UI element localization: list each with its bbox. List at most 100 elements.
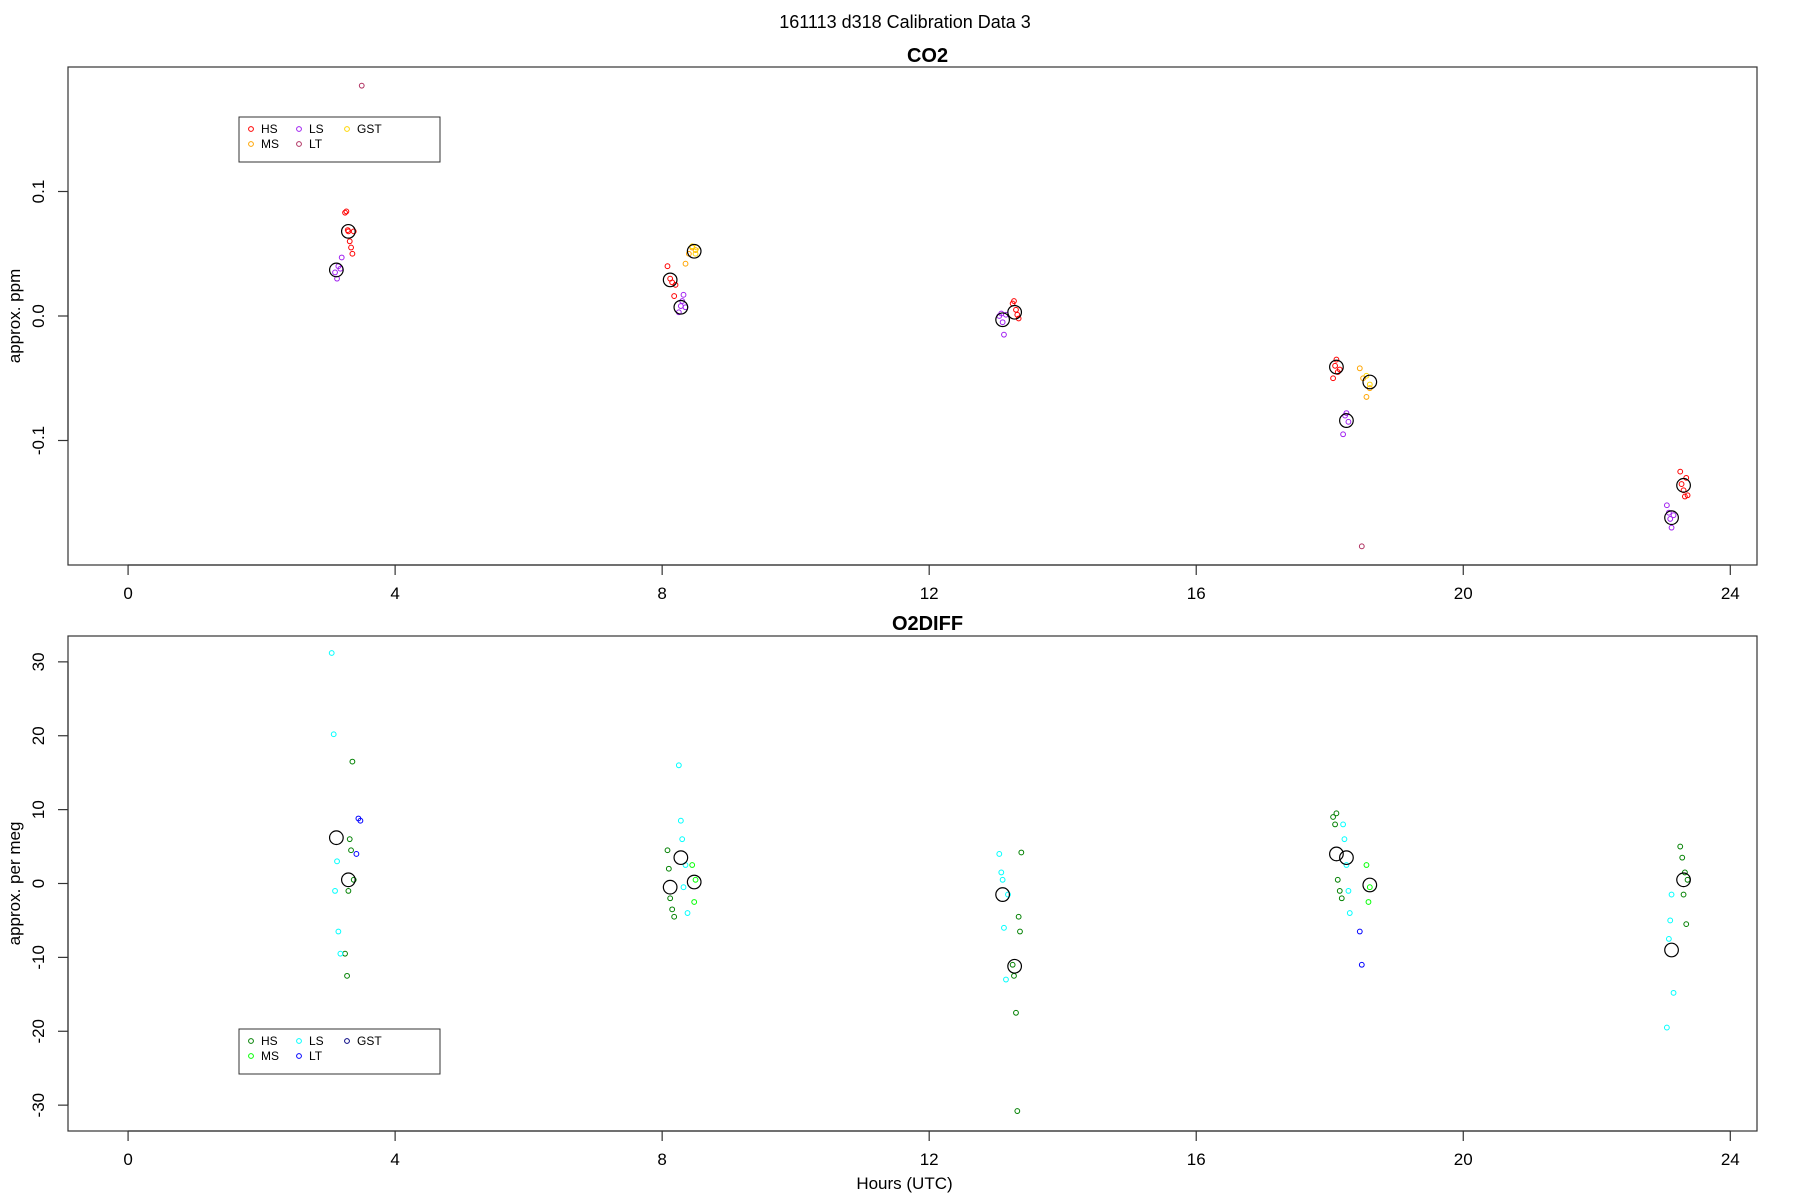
y-tick-label: 0.1: [29, 180, 48, 204]
legend-marker: [248, 1038, 254, 1044]
series-gst: [689, 243, 1373, 388]
series-ls: [332, 254, 1677, 531]
y-tick-label: -20: [29, 1019, 48, 1044]
data-point: [692, 250, 699, 257]
data-point: [1013, 306, 1019, 313]
data-point: [350, 228, 357, 235]
data-point: [675, 762, 682, 769]
data-point: [1009, 961, 1016, 968]
y-axis-label: approx. per meg: [5, 822, 24, 946]
data-point: [1345, 887, 1352, 894]
legend-marker: [296, 1053, 302, 1059]
data-point: [1663, 502, 1670, 509]
data-point: [343, 208, 350, 215]
data-point: [1343, 862, 1350, 868]
data-point: [673, 299, 689, 315]
data-point: [1011, 298, 1017, 304]
data-point: [689, 862, 696, 868]
y-tick-label: 30: [29, 652, 48, 671]
x-tick-label: 20: [1454, 584, 1473, 603]
data-point: [348, 847, 354, 854]
legend-label: GST: [357, 1034, 382, 1048]
data-point: [1332, 362, 1338, 369]
data-point: [1670, 989, 1677, 996]
data-point: [338, 254, 345, 261]
data-point: [677, 817, 684, 824]
data-point: [1003, 976, 1009, 983]
data-point: [665, 865, 672, 872]
data-point: [692, 876, 699, 883]
data-point: [684, 910, 691, 916]
series-lt: [353, 815, 1365, 968]
x-tick-label: 0: [123, 1150, 132, 1169]
x-tick-label: 16: [1187, 1150, 1206, 1169]
data-point: [1007, 304, 1023, 320]
series-ls: [328, 650, 1677, 1031]
x-tick-label: 24: [1721, 1150, 1740, 1169]
data-point: [671, 293, 678, 299]
series-ms: [689, 862, 1373, 905]
data-point: [671, 913, 678, 920]
data-point: [1356, 365, 1363, 372]
data-point: [1015, 913, 1022, 920]
data-point: [1676, 477, 1691, 493]
data-point: [1346, 910, 1353, 916]
data-point: [1362, 374, 1378, 390]
y-tick-label: -0.1: [29, 426, 48, 455]
data-point: [1330, 814, 1336, 820]
data-point: [1005, 891, 1011, 898]
y-tick-label: 20: [29, 726, 48, 745]
legend-marker: [248, 126, 254, 132]
data-point: [679, 836, 686, 843]
series-lt: [358, 82, 1365, 550]
data-point: [1332, 821, 1338, 828]
data-point: [1665, 936, 1672, 942]
data-point: [1668, 891, 1675, 898]
data-point: [1011, 972, 1017, 979]
legend-marker: [248, 1053, 254, 1059]
data-point: [1667, 917, 1674, 924]
data-point: [1358, 543, 1365, 550]
data-point: [1343, 410, 1350, 417]
x-tick-label: 20: [1454, 1150, 1473, 1169]
data-point: [1001, 331, 1007, 338]
x-tick-label: 4: [390, 584, 399, 603]
legend-label: LS: [309, 122, 324, 136]
page-title: 161113 d318 Calibration Data 3: [779, 12, 1031, 32]
series-means: [328, 223, 1691, 526]
data-point: [340, 872, 356, 888]
data-point: [677, 303, 684, 309]
data-point: [1358, 961, 1365, 968]
data-point: [680, 291, 687, 298]
data-point: [1014, 311, 1021, 318]
data-point: [1333, 356, 1340, 363]
data-point: [1677, 468, 1684, 475]
data-point: [995, 312, 1011, 328]
data-point: [669, 906, 676, 913]
data-point: [342, 209, 348, 216]
data-point: [349, 758, 356, 765]
data-point: [344, 972, 350, 979]
data-point: [1363, 862, 1370, 868]
legend-marker: [344, 126, 350, 132]
y-tick-label: 0.0: [29, 304, 48, 328]
data-point: [996, 851, 1003, 857]
data-point: [332, 887, 338, 894]
series-means: [328, 830, 1691, 974]
data-point: [1340, 431, 1346, 438]
data-point: [346, 238, 353, 245]
data-point: [1668, 524, 1675, 531]
data-point: [1336, 887, 1343, 894]
data-point: [664, 847, 671, 854]
data-point: [1684, 492, 1691, 499]
x-tick-label: 8: [657, 1150, 666, 1169]
data-point: [1345, 418, 1352, 425]
x-tick-label: 0: [123, 584, 132, 603]
data-point: [1333, 810, 1340, 817]
panel-title: O2DIFF: [892, 613, 963, 635]
data-point: [662, 879, 678, 895]
legend-label: LT: [309, 137, 323, 151]
